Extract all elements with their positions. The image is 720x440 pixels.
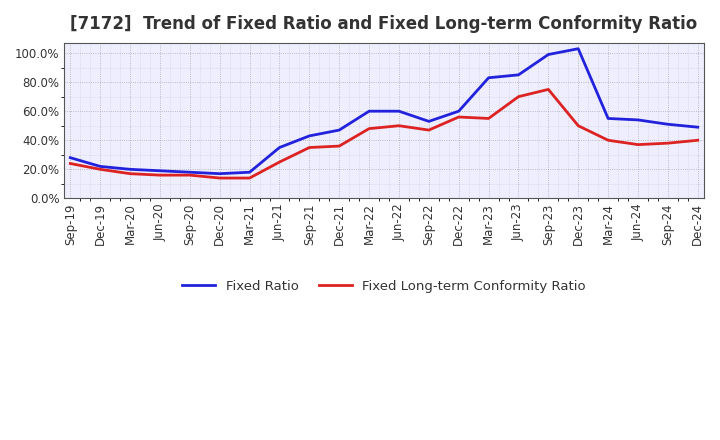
Fixed Ratio — [485, 75, 493, 81]
Fixed Ratio — [335, 128, 343, 133]
Fixed Long-term Conformity Ratio — [186, 172, 194, 178]
Fixed Long-term Conformity Ratio — [365, 126, 374, 131]
Fixed Long-term Conformity Ratio — [693, 138, 702, 143]
Fixed Long-term Conformity Ratio — [664, 140, 672, 146]
Fixed Ratio — [425, 119, 433, 124]
Fixed Long-term Conformity Ratio — [544, 87, 553, 92]
Fixed Ratio — [186, 169, 194, 175]
Fixed Ratio — [604, 116, 613, 121]
Fixed Ratio — [156, 168, 164, 173]
Fixed Ratio — [634, 117, 642, 123]
Fixed Ratio — [544, 52, 553, 57]
Line: Fixed Long-term Conformity Ratio: Fixed Long-term Conformity Ratio — [71, 89, 698, 178]
Line: Fixed Ratio: Fixed Ratio — [71, 49, 698, 174]
Fixed Long-term Conformity Ratio — [454, 114, 463, 120]
Fixed Ratio — [395, 109, 403, 114]
Fixed Ratio — [96, 164, 104, 169]
Title: [7172]  Trend of Fixed Ratio and Fixed Long-term Conformity Ratio: [7172] Trend of Fixed Ratio and Fixed Lo… — [71, 15, 698, 33]
Fixed Ratio — [514, 72, 523, 77]
Fixed Ratio — [126, 167, 135, 172]
Fixed Long-term Conformity Ratio — [604, 138, 613, 143]
Fixed Ratio — [246, 169, 254, 175]
Fixed Long-term Conformity Ratio — [126, 171, 135, 176]
Fixed Long-term Conformity Ratio — [395, 123, 403, 128]
Fixed Ratio — [66, 155, 75, 160]
Fixed Long-term Conformity Ratio — [574, 123, 582, 128]
Fixed Long-term Conformity Ratio — [305, 145, 314, 150]
Fixed Ratio — [693, 125, 702, 130]
Fixed Ratio — [365, 109, 374, 114]
Fixed Long-term Conformity Ratio — [66, 161, 75, 166]
Fixed Long-term Conformity Ratio — [215, 176, 224, 181]
Fixed Long-term Conformity Ratio — [156, 172, 164, 178]
Fixed Long-term Conformity Ratio — [96, 167, 104, 172]
Fixed Ratio — [215, 171, 224, 176]
Fixed Ratio — [664, 121, 672, 127]
Fixed Long-term Conformity Ratio — [634, 142, 642, 147]
Fixed Ratio — [275, 145, 284, 150]
Fixed Long-term Conformity Ratio — [335, 143, 343, 149]
Fixed Long-term Conformity Ratio — [425, 128, 433, 133]
Legend: Fixed Ratio, Fixed Long-term Conformity Ratio: Fixed Ratio, Fixed Long-term Conformity … — [177, 275, 591, 298]
Fixed Ratio — [305, 133, 314, 139]
Fixed Long-term Conformity Ratio — [514, 94, 523, 99]
Fixed Long-term Conformity Ratio — [485, 116, 493, 121]
Fixed Ratio — [454, 109, 463, 114]
Fixed Long-term Conformity Ratio — [246, 176, 254, 181]
Fixed Long-term Conformity Ratio — [275, 159, 284, 165]
Fixed Ratio — [574, 46, 582, 51]
